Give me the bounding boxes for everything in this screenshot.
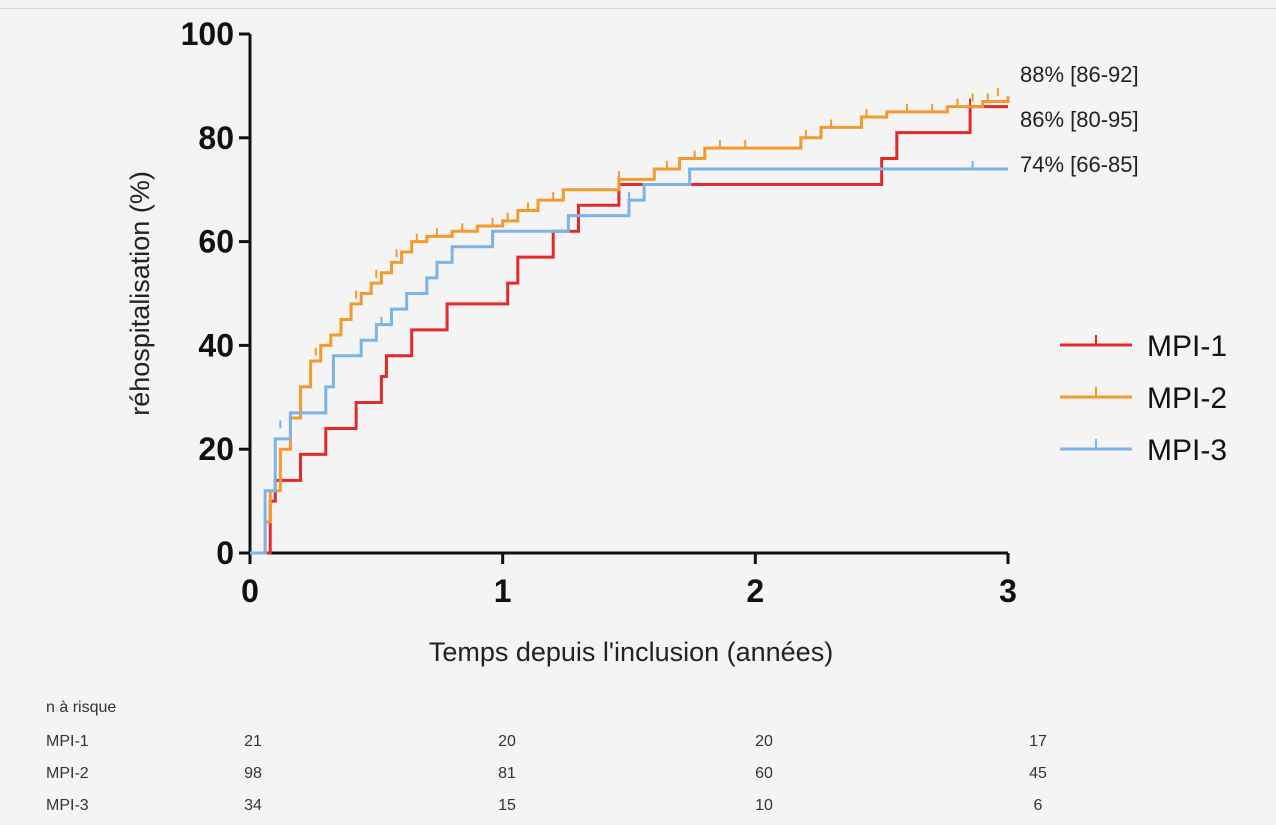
axes — [248, 34, 1008, 555]
at-risk-value: 34 — [244, 797, 262, 814]
legend-item: MPI-1 — [1060, 330, 1227, 363]
series-mpi-2 — [250, 88, 1010, 555]
at-risk-value: 15 — [498, 797, 516, 814]
at-risk-row-label: MPI-1 — [46, 733, 89, 750]
at-risk-value: 10 — [755, 797, 773, 814]
series-line — [250, 167, 1008, 555]
at-risk-value: 17 — [1029, 733, 1047, 750]
x-ticks: 0 1 2 3 — [241, 553, 1017, 609]
series-mpi-3 — [250, 160, 1008, 555]
legend-label: MPI-3 — [1147, 434, 1227, 467]
at-risk-value: 60 — [755, 765, 773, 782]
y-tick-label: 60 — [198, 224, 234, 260]
at-risk-row-label: MPI-2 — [46, 765, 89, 782]
x-tick-label: 3 — [999, 573, 1017, 609]
series-mpi-1 — [250, 98, 1008, 555]
end-label: 86% [80-95] — [1020, 107, 1139, 132]
legend-item: MPI-2 — [1060, 382, 1227, 415]
x-tick-label: 1 — [494, 573, 512, 609]
y-tick-label: 40 — [198, 327, 234, 363]
series-layer — [250, 88, 1010, 555]
x-axis-title: Temps depuis l'inclusion (années) — [429, 637, 833, 667]
end-labels: 88% [86-92] 86% [80-95] 74% [66-85] — [1020, 62, 1139, 177]
legend-item: MPI-3 — [1060, 434, 1227, 467]
at-risk-value: 81 — [498, 765, 516, 782]
y-tick-label: 100 — [181, 16, 234, 52]
at-risk-value: 20 — [755, 733, 773, 750]
x-tick-label: 0 — [241, 573, 259, 609]
y-tick-label: 80 — [198, 120, 234, 156]
legend: MPI-1 MPI-2 MPI-3 — [1060, 330, 1227, 467]
at-risk-row-label: MPI-3 — [46, 797, 89, 814]
end-label: 74% [66-85] — [1020, 152, 1139, 177]
x-tick-label: 2 — [746, 573, 764, 609]
top-divider — [0, 8, 1276, 9]
at-risk-value: 21 — [244, 733, 262, 750]
at-risk-value: 20 — [498, 733, 516, 750]
series-line — [250, 105, 1008, 555]
y-ticks: 0 20 40 60 80 100 — [181, 16, 250, 571]
legend-label: MPI-1 — [1147, 330, 1227, 363]
at-risk-value: 6 — [1034, 797, 1043, 814]
end-label: 88% [86-92] — [1020, 62, 1139, 87]
legend-label: MPI-2 — [1147, 382, 1227, 415]
y-axis-title: réhospitalisation (%) — [125, 171, 155, 416]
at-risk-value: 45 — [1029, 765, 1047, 782]
series-line — [250, 96, 1010, 555]
y-tick-label: 0 — [216, 535, 234, 571]
at-risk-table: n à risque MPI-1 21 20 20 17 MPI-2 98 81 60 45 MPI… — [46, 699, 1047, 814]
at-risk-value: 98 — [244, 765, 262, 782]
at-risk-title: n à risque — [46, 699, 116, 716]
y-tick-label: 20 — [198, 431, 234, 467]
